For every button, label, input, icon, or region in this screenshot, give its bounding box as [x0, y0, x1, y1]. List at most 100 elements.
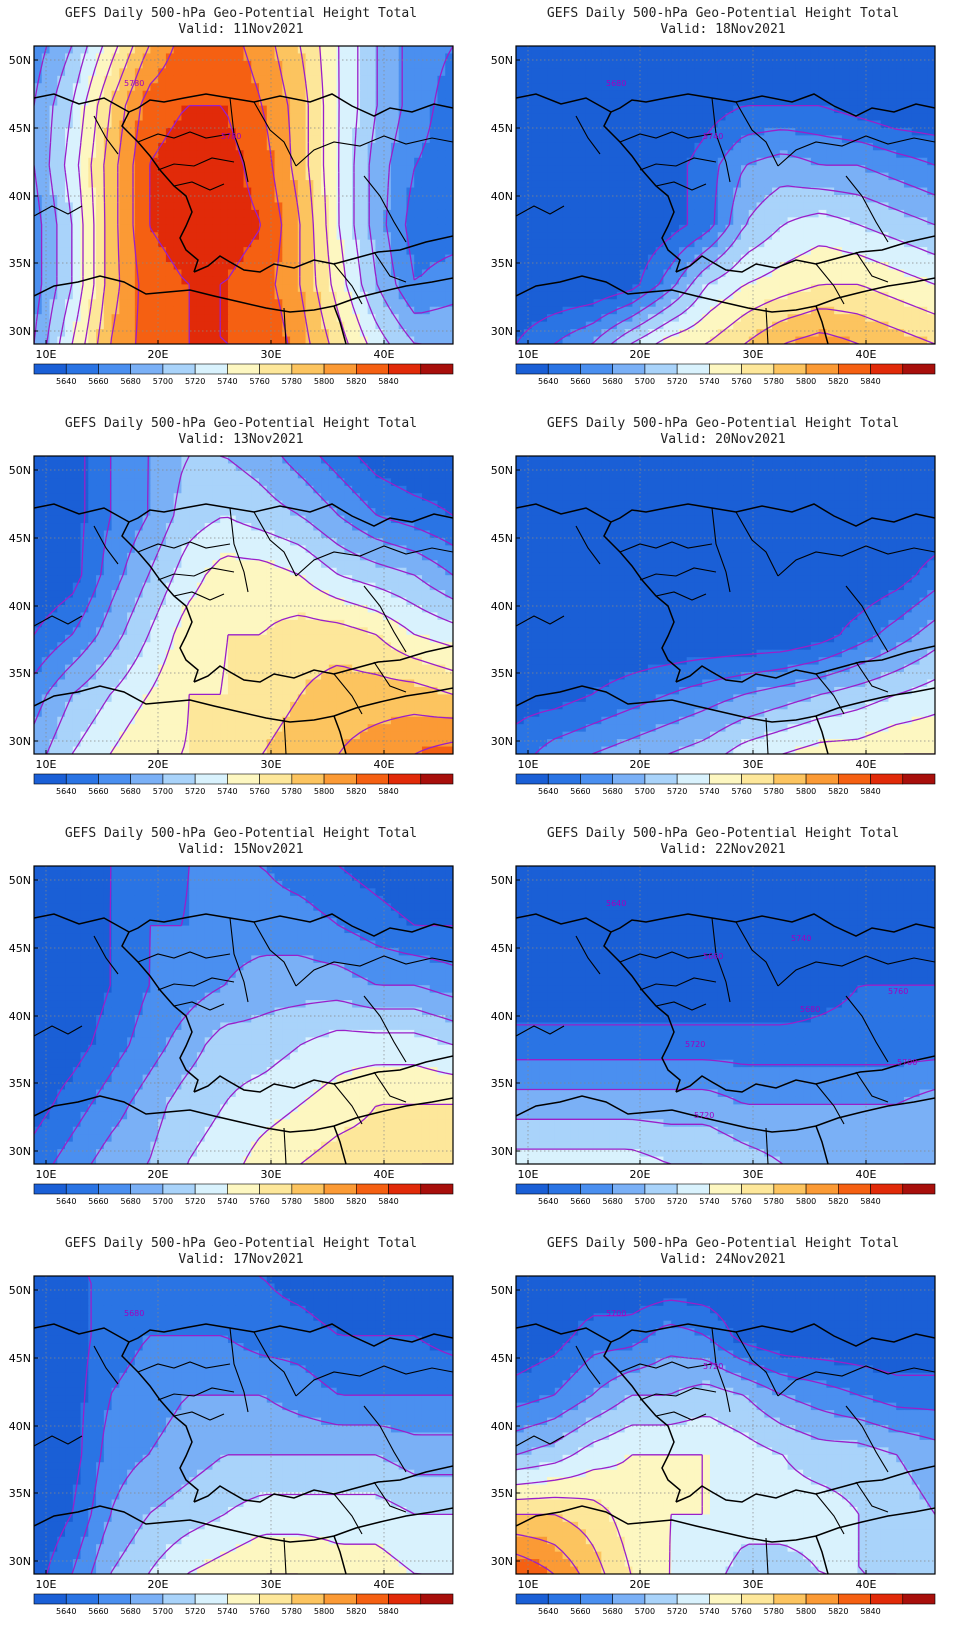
- field-cell: [165, 217, 175, 226]
- field-cell: [282, 165, 291, 174]
- field-cell: [748, 321, 758, 330]
- field-cell: [305, 284, 314, 293]
- field-cell: [305, 254, 314, 263]
- field-cell: [562, 306, 571, 315]
- field-cell: [282, 247, 291, 256]
- field-cell: [570, 98, 579, 107]
- field-cell: [49, 470, 58, 479]
- field-cell: [142, 500, 151, 509]
- field-cell: [741, 202, 750, 211]
- field-cell: [834, 262, 843, 271]
- field-cell: [725, 276, 734, 285]
- colorbar-swatch: [227, 363, 260, 375]
- field-cell: [282, 284, 291, 293]
- field-cell: [259, 485, 268, 494]
- field-cell: [181, 195, 190, 204]
- field-cell: [235, 276, 245, 285]
- field-cell: [570, 276, 579, 285]
- field-cell: [865, 150, 874, 159]
- field-cell: [717, 187, 727, 196]
- field-cell: [578, 269, 587, 278]
- field-cell: [640, 135, 649, 144]
- field-cell: [834, 232, 843, 241]
- field-cell: [282, 493, 291, 502]
- field-cell: [173, 329, 183, 338]
- field-cell: [259, 75, 268, 84]
- field-cell: [189, 456, 198, 465]
- field-cell: [344, 217, 353, 226]
- field-cell: [251, 217, 260, 226]
- field-cell: [523, 284, 533, 293]
- field-cell: [733, 254, 742, 263]
- field-cell: [421, 83, 431, 92]
- field-cell: [795, 98, 804, 107]
- field-cell: [119, 224, 128, 233]
- field-cell: [437, 98, 446, 107]
- field-cell: [523, 60, 533, 69]
- field-cell: [429, 68, 439, 77]
- field-cell: [787, 127, 796, 136]
- field-cell: [725, 336, 734, 344]
- field-cell: [516, 314, 525, 323]
- field-cell: [663, 224, 672, 233]
- field-cell: [259, 306, 268, 315]
- field-cell: [609, 262, 618, 271]
- field-cell: [367, 493, 377, 502]
- field-cell: [336, 463, 345, 472]
- field-cell: [702, 284, 711, 293]
- field-cell: [282, 224, 291, 233]
- field-cell: [158, 187, 167, 196]
- field-cell: [359, 329, 369, 338]
- field-cell: [367, 46, 377, 55]
- field-cell: [709, 120, 719, 129]
- field-cell: [709, 135, 719, 144]
- field-cell: [741, 53, 750, 62]
- field-cell: [624, 209, 633, 218]
- field-cell: [80, 53, 89, 62]
- field-cell: [779, 209, 789, 218]
- field-cell: [297, 68, 307, 77]
- shaded-field: [516, 46, 935, 344]
- field-cell: [570, 329, 579, 338]
- field-cell: [142, 217, 151, 226]
- field-cell: [624, 53, 633, 62]
- field-cell: [857, 157, 866, 166]
- field-cell: [359, 68, 369, 77]
- field-cell: [220, 232, 229, 241]
- field-cell: [220, 329, 229, 338]
- field-cell: [406, 523, 415, 532]
- field-cell: [111, 135, 120, 144]
- field-cell: [266, 165, 276, 174]
- field-cell: [880, 60, 890, 69]
- field-cell: [880, 217, 890, 226]
- field-cell: [810, 53, 820, 62]
- panel-title: GEFS Daily 500-hPa Geo-Potential Height …: [64, 416, 418, 431]
- field-cell: [523, 53, 533, 62]
- field-cell: [647, 68, 657, 77]
- field-cell: [872, 306, 882, 315]
- field-cell: [49, 142, 58, 151]
- field-cell: [725, 127, 734, 136]
- field-cell: [49, 135, 58, 144]
- field-cell: [305, 120, 314, 129]
- field-cell: [686, 157, 696, 166]
- field-cell: [414, 142, 423, 151]
- field-cell: [142, 68, 151, 77]
- field-cell: [406, 142, 415, 151]
- field-cell: [702, 291, 711, 300]
- field-cell: [593, 187, 602, 196]
- colorbar-swatch: [130, 363, 164, 375]
- field-cell: [243, 224, 252, 233]
- field-cell: [818, 239, 827, 248]
- field-cell: [593, 150, 602, 159]
- field-cell: [111, 224, 120, 233]
- field-cell: [282, 195, 291, 204]
- field-cell: [142, 262, 151, 271]
- field-cell: [585, 299, 595, 308]
- field-cell: [539, 247, 548, 256]
- field-cell: [328, 463, 338, 472]
- field-cell: [49, 291, 58, 300]
- field-cell: [841, 336, 851, 344]
- field-cell: [717, 195, 727, 204]
- field-cell: [911, 254, 921, 263]
